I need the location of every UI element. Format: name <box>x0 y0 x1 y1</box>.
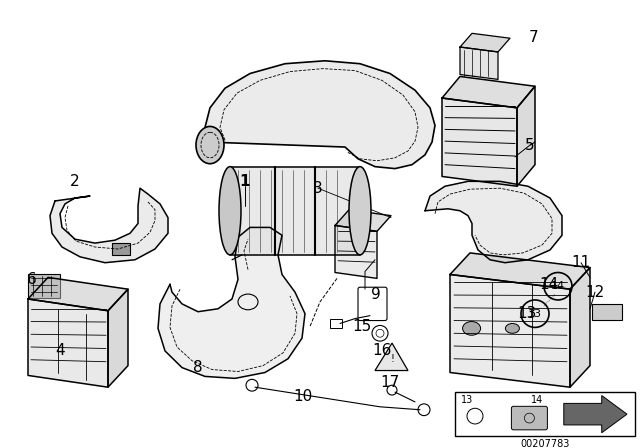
Text: 12: 12 <box>586 284 605 300</box>
Text: 7: 7 <box>529 30 539 45</box>
Polygon shape <box>442 98 517 186</box>
Text: 10: 10 <box>293 389 312 405</box>
FancyBboxPatch shape <box>358 287 387 320</box>
Polygon shape <box>442 77 535 108</box>
Bar <box>28 275 60 298</box>
Polygon shape <box>335 225 377 278</box>
Text: 14: 14 <box>531 395 543 405</box>
Text: 16: 16 <box>372 344 392 358</box>
Text: 2: 2 <box>70 174 80 189</box>
Polygon shape <box>460 47 498 79</box>
Text: !: ! <box>390 354 394 364</box>
Polygon shape <box>158 228 305 379</box>
Text: 5: 5 <box>525 138 535 153</box>
Text: 13: 13 <box>461 395 473 405</box>
Polygon shape <box>205 61 435 168</box>
Polygon shape <box>375 343 408 370</box>
Ellipse shape <box>349 167 371 255</box>
Polygon shape <box>564 396 627 433</box>
Polygon shape <box>108 289 128 387</box>
FancyBboxPatch shape <box>511 406 547 430</box>
Polygon shape <box>460 33 510 52</box>
Text: 14: 14 <box>540 277 559 292</box>
Text: 00207783: 00207783 <box>520 439 570 448</box>
Ellipse shape <box>506 323 520 333</box>
Ellipse shape <box>463 322 481 335</box>
Ellipse shape <box>219 167 241 255</box>
Polygon shape <box>450 275 570 387</box>
Bar <box>592 304 622 319</box>
Polygon shape <box>570 267 590 387</box>
Polygon shape <box>230 167 360 255</box>
Bar <box>330 319 342 328</box>
Text: 11: 11 <box>572 255 591 270</box>
Polygon shape <box>335 210 391 231</box>
Polygon shape <box>425 181 562 263</box>
Polygon shape <box>50 188 168 263</box>
Polygon shape <box>28 299 108 387</box>
Bar <box>455 392 635 436</box>
Text: 3: 3 <box>313 181 323 196</box>
Text: 8: 8 <box>193 360 203 375</box>
Text: 13: 13 <box>528 309 542 319</box>
Ellipse shape <box>196 126 224 164</box>
Text: 17: 17 <box>380 375 399 390</box>
Text: 15: 15 <box>353 319 372 334</box>
Polygon shape <box>450 253 590 289</box>
Text: 14: 14 <box>551 281 565 291</box>
Text: 6: 6 <box>27 272 37 287</box>
Text: 9: 9 <box>371 287 381 302</box>
Text: 1: 1 <box>240 174 250 189</box>
Text: 4: 4 <box>55 344 65 358</box>
Polygon shape <box>517 86 535 186</box>
Text: 13: 13 <box>517 306 537 321</box>
Bar <box>112 243 130 255</box>
Polygon shape <box>28 277 128 311</box>
